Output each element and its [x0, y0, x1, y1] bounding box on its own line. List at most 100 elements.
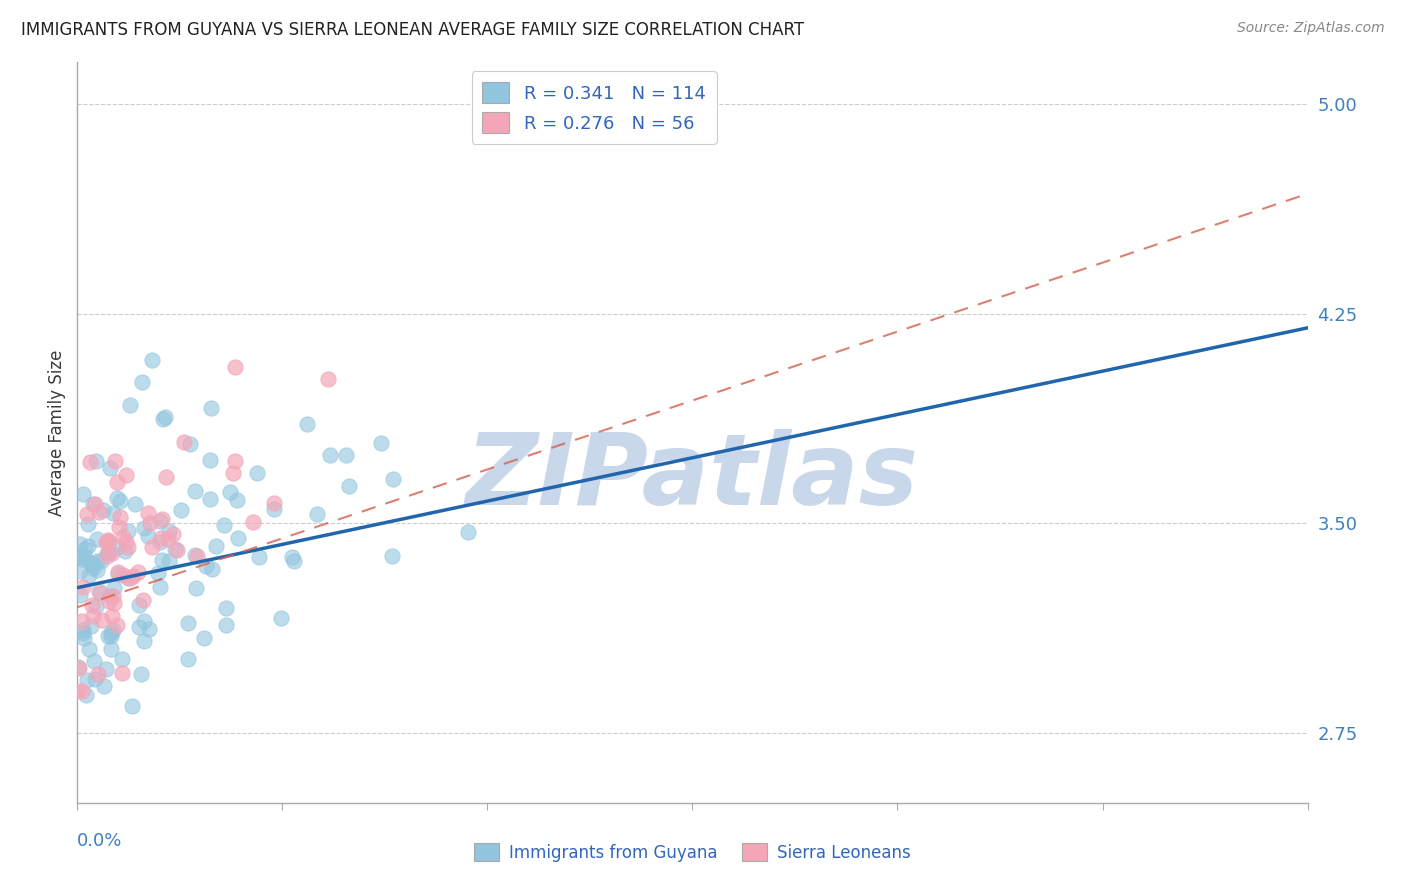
- Point: [337, 479, 360, 493]
- Point: [76, 507, 98, 521]
- Point: [91, 502, 114, 516]
- Point: [122, 568, 145, 582]
- Point: [184, 484, 207, 499]
- Point: [82, 599, 104, 613]
- Point: [115, 468, 138, 483]
- Point: [111, 652, 134, 666]
- Point: [121, 699, 143, 714]
- Point: [97, 545, 120, 559]
- Point: [200, 401, 222, 415]
- Y-axis label: Average Family Size: Average Family Size: [48, 350, 66, 516]
- Point: [101, 624, 124, 638]
- Point: [166, 543, 188, 558]
- Point: [107, 520, 129, 534]
- Point: [77, 539, 100, 553]
- Point: [67, 661, 90, 675]
- Point: [148, 566, 170, 580]
- Point: [97, 534, 120, 549]
- Point: [215, 601, 238, 615]
- Point: [86, 554, 108, 568]
- Point: [155, 410, 177, 425]
- Point: [73, 549, 96, 563]
- Point: [242, 515, 264, 529]
- Point: [80, 556, 103, 570]
- Point: [115, 535, 138, 549]
- Point: [72, 626, 94, 640]
- Point: [103, 581, 125, 595]
- Text: 0.0%: 0.0%: [77, 832, 122, 850]
- Point: [247, 549, 270, 564]
- Point: [184, 548, 207, 562]
- Point: [297, 417, 319, 432]
- Point: [100, 625, 122, 640]
- Point: [111, 567, 134, 582]
- Point: [73, 542, 96, 557]
- Point: [87, 505, 110, 519]
- Point: [218, 485, 240, 500]
- Point: [179, 436, 201, 450]
- Point: [87, 584, 110, 599]
- Point: [270, 611, 292, 625]
- Point: [108, 509, 131, 524]
- Point: [212, 517, 235, 532]
- Point: [132, 634, 155, 648]
- Point: [84, 453, 107, 467]
- Point: [205, 539, 228, 553]
- Point: [90, 553, 112, 567]
- Point: [200, 492, 222, 507]
- Point: [131, 667, 153, 681]
- Point: [97, 629, 120, 643]
- Point: [263, 501, 285, 516]
- Point: [170, 502, 193, 516]
- Point: [70, 614, 93, 628]
- Point: [127, 565, 149, 579]
- Point: [382, 472, 405, 486]
- Point: [69, 537, 91, 551]
- Point: [114, 544, 136, 558]
- Point: [72, 580, 94, 594]
- Point: [136, 506, 159, 520]
- Point: [96, 549, 118, 564]
- Point: [117, 541, 139, 555]
- Point: [117, 524, 139, 538]
- Point: [201, 561, 224, 575]
- Point: [186, 549, 208, 563]
- Point: [82, 557, 104, 571]
- Point: [162, 526, 184, 541]
- Point: [165, 542, 187, 557]
- Point: [200, 453, 222, 467]
- Point: [105, 475, 128, 489]
- Point: [157, 532, 180, 546]
- Point: [107, 566, 129, 580]
- Point: [305, 507, 328, 521]
- Point: [128, 598, 150, 612]
- Point: [319, 448, 342, 462]
- Point: [118, 398, 141, 412]
- Point: [111, 530, 134, 544]
- Point: [83, 654, 105, 668]
- Point: [157, 524, 180, 538]
- Point: [101, 609, 124, 624]
- Point: [225, 493, 247, 508]
- Point: [381, 549, 404, 564]
- Point: [124, 497, 146, 511]
- Point: [80, 619, 103, 633]
- Point: [73, 631, 96, 645]
- Point: [131, 375, 153, 389]
- Point: [193, 632, 215, 646]
- Point: [335, 449, 357, 463]
- Point: [177, 615, 200, 630]
- Point: [75, 689, 97, 703]
- Point: [110, 666, 132, 681]
- Point: [89, 586, 111, 600]
- Point: [157, 554, 180, 568]
- Point: [132, 520, 155, 534]
- Point: [263, 496, 285, 510]
- Point: [96, 546, 118, 560]
- Point: [457, 524, 479, 539]
- Point: [98, 460, 121, 475]
- Point: [228, 531, 250, 545]
- Point: [86, 533, 108, 547]
- Point: [98, 589, 121, 603]
- Point: [108, 494, 131, 508]
